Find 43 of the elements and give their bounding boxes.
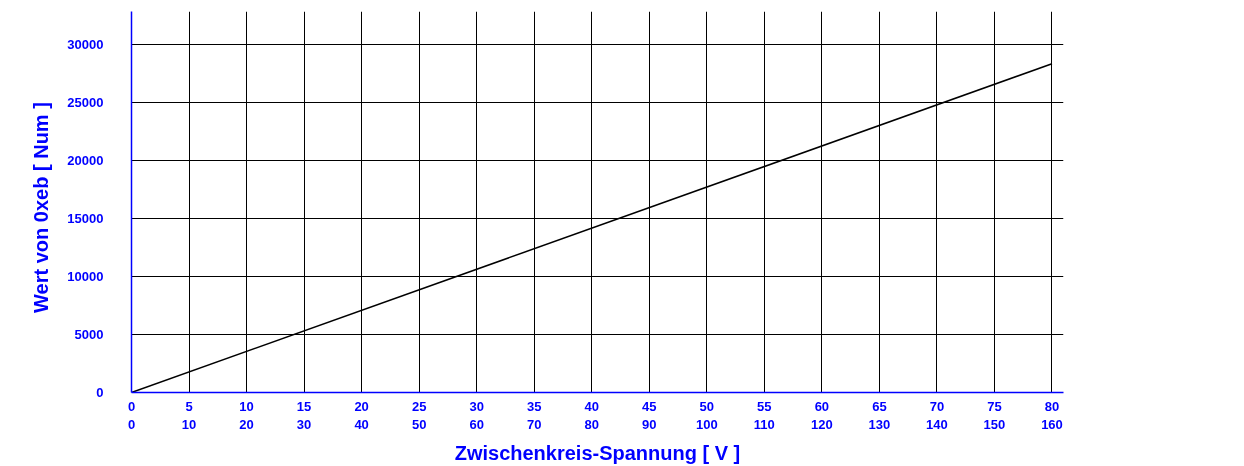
x-tick-label: 30 bbox=[469, 398, 484, 414]
x-tick-label: 55 bbox=[757, 398, 772, 414]
x-tick-label: 75 bbox=[987, 398, 1002, 414]
x2-tick-label: 40 bbox=[354, 416, 369, 432]
y-tick-label: 0 bbox=[96, 385, 104, 400]
x2-tick-label: 80 bbox=[584, 416, 599, 432]
y-tick-label: 20000 bbox=[67, 152, 104, 168]
x-tick-label: 40 bbox=[584, 398, 599, 414]
x2-tick-label: 140 bbox=[926, 416, 948, 432]
x2-tick-label: 90 bbox=[642, 416, 657, 432]
x2-tick-label: 30 bbox=[296, 416, 312, 432]
x-tick-label: 50 bbox=[699, 398, 715, 414]
x2-tick-label: 70 bbox=[526, 416, 542, 432]
y-tick-label: 10000 bbox=[67, 268, 104, 284]
x2-tick-label: 0 bbox=[127, 416, 136, 432]
y-tick-label: 30000 bbox=[67, 36, 104, 52]
x-tick-label: 5 bbox=[185, 398, 193, 414]
x-tick-label: 10 bbox=[239, 398, 254, 414]
x-tick-label: 80 bbox=[1044, 398, 1060, 414]
x2-tick-label: 20 bbox=[239, 416, 254, 432]
x-tick-label: 65 bbox=[872, 398, 887, 414]
x-tick-label: 0 bbox=[127, 398, 136, 414]
x-tick-label: 60 bbox=[814, 398, 830, 414]
x2-tick-label: 100 bbox=[695, 416, 718, 432]
x2-tick-label: 10 bbox=[181, 416, 197, 432]
x-tick-label: 15 bbox=[296, 398, 312, 414]
y-tick-label: 15000 bbox=[67, 210, 104, 226]
y-tick-label: 5000 bbox=[74, 326, 104, 342]
x2-tick-label: 60 bbox=[469, 416, 484, 432]
x-tick-label: 45 bbox=[642, 398, 657, 414]
x-tick-label: 35 bbox=[526, 398, 542, 414]
x-tick-label: 70 bbox=[929, 398, 945, 414]
x-tick-label: 25 bbox=[411, 398, 427, 414]
y-axis-title: Wert von 0xeb [ Num ] bbox=[30, 102, 53, 313]
x2-tick-label: 110 bbox=[753, 416, 775, 432]
x2-tick-label: 130 bbox=[868, 416, 891, 432]
x2-tick-label: 50 bbox=[411, 416, 427, 432]
x2-tick-label: 160 bbox=[1041, 416, 1063, 432]
x2-tick-label: 150 bbox=[983, 416, 1006, 432]
x2-tick-label: 120 bbox=[811, 416, 833, 432]
y-tick-label: 25000 bbox=[67, 94, 104, 110]
x-tick-label: 20 bbox=[354, 398, 369, 414]
x-axis-title: Zwischenkreis-Spannung [ V ] bbox=[454, 441, 741, 464]
